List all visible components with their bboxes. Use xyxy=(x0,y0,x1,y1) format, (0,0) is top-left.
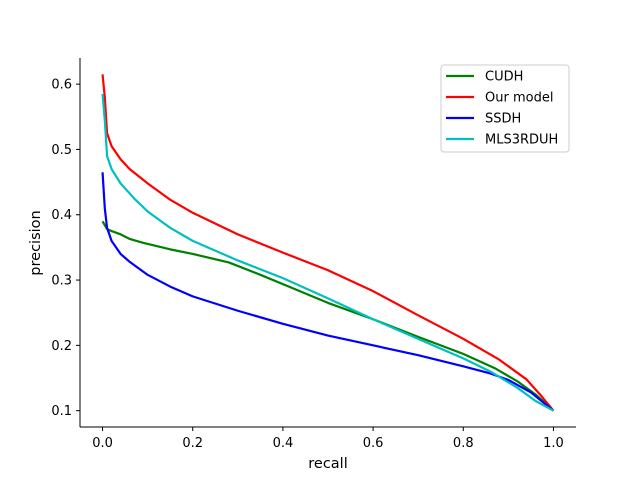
y-axis-title: precision xyxy=(28,210,44,275)
axes-layer xyxy=(79,58,576,428)
y-tick-label: 0.2 xyxy=(51,339,72,354)
y-tick-label: 0.6 xyxy=(51,78,72,93)
x-tick-label: 0.6 xyxy=(363,436,384,451)
legend: CUDH Our model SSDH MLS3RDUH xyxy=(440,64,570,153)
series-line-cudh xyxy=(101,220,555,412)
legend-label-cudh: CUDH xyxy=(485,70,523,85)
series-line-ssdh xyxy=(101,172,555,412)
y-tick-label: 0.4 xyxy=(51,208,72,223)
x-axis-title: recall xyxy=(308,456,347,472)
y-tick-label: 0.3 xyxy=(51,274,72,289)
x-tick-label: 0.2 xyxy=(182,436,203,451)
x-tick-label: 0.8 xyxy=(453,436,474,451)
x-tick-label: 0.4 xyxy=(273,436,294,451)
legend-label-ssdh: SSDH xyxy=(485,112,521,127)
x-tick-label: 0.0 xyxy=(92,436,113,451)
ticks-layer: 0.0 0.2 0.4 0.6 0.8 1.0 0.1 0.2 0.3 0.4 0.5 0.6 xyxy=(51,78,563,451)
series-line-our-model xyxy=(101,74,555,412)
series-line-mls3rduh xyxy=(101,93,554,412)
series-layer xyxy=(101,74,555,412)
legend-label-our-model: Our model xyxy=(485,91,553,106)
y-tick-label: 0.5 xyxy=(51,143,72,158)
legend-label-mls3rduh: MLS3RDUH xyxy=(485,133,558,148)
y-tick-label: 0.1 xyxy=(51,404,72,419)
x-tick-label: 1.0 xyxy=(543,436,564,451)
legend-frame xyxy=(440,64,570,153)
